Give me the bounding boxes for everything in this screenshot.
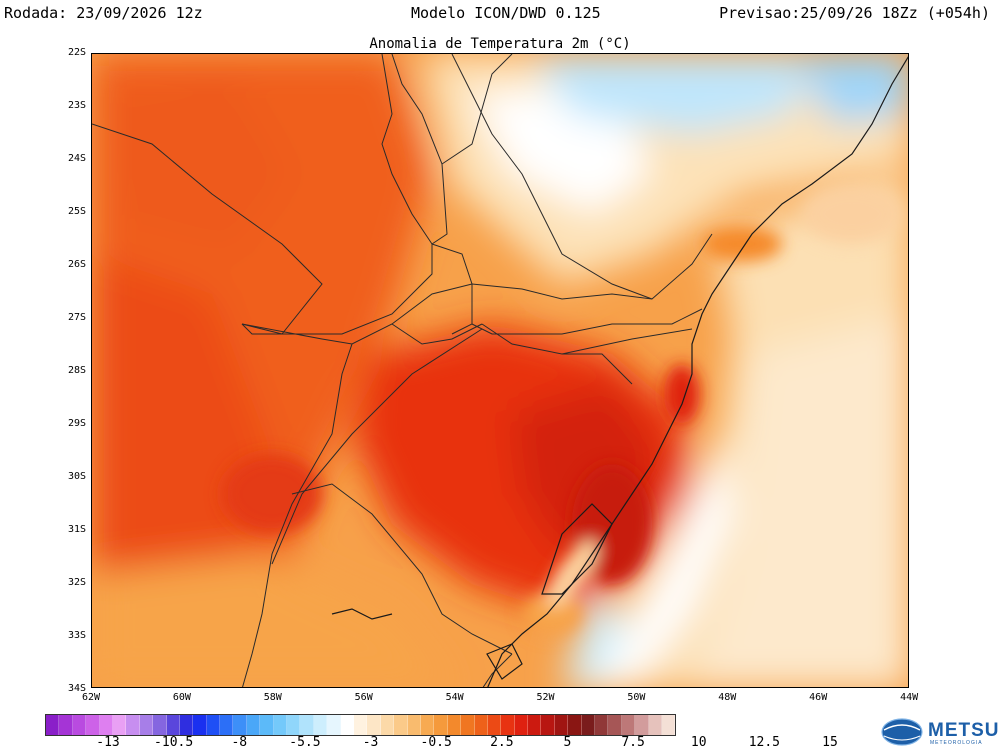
colorbar-swatch: [514, 715, 529, 735]
lat-label: 29S: [67, 418, 86, 429]
colorbar-swatch: [112, 715, 127, 735]
lat-label: 22S: [67, 47, 86, 58]
lat-label: 26S: [67, 259, 86, 270]
colorbar-swatch: [273, 715, 288, 735]
lat-label: 33S: [67, 630, 86, 641]
colorbar-tick-label: 2.5: [490, 735, 514, 750]
map-frame: [91, 53, 909, 688]
colorbar-swatch: [635, 715, 649, 735]
lat-label: 34S: [67, 683, 86, 694]
lat-label: 23S: [67, 100, 86, 111]
colorbar-swatch: [46, 715, 60, 735]
temperature-anomaly-map: [92, 54, 908, 687]
model-name: Modelo ICON/DWD 0.125: [411, 4, 601, 22]
lon-label: 48W: [718, 692, 737, 703]
colorbar-tick-label: -0.5: [420, 735, 452, 750]
colorbar-swatch: [126, 715, 140, 735]
logo-name: METSUL: [928, 720, 1000, 741]
colorbar-swatch: [153, 715, 167, 735]
colorbar-tick-label: 7.5: [621, 735, 645, 750]
forecast-time: Previsao:25/09/26 18Zz (+054h): [719, 4, 990, 22]
colorbar-tick-label: -5.5: [289, 735, 321, 750]
colorbar-swatch: [608, 715, 622, 735]
colorbar-swatch: [648, 715, 662, 735]
lon-label: 56W: [354, 692, 373, 703]
colorbar-swatch: [595, 715, 609, 735]
run-date: Rodada: 23/09/2026 12z: [4, 4, 203, 22]
colorbar-swatch: [581, 715, 596, 735]
colorbar-tick-label: -8: [231, 735, 248, 750]
colorbar-swatch: [554, 715, 569, 735]
colorbar-swatch: [380, 715, 395, 735]
coastline: [331, 56, 908, 687]
lat-label: 30S: [67, 471, 86, 482]
colorbar-swatch: [260, 715, 274, 735]
colorbar-swatch: [340, 715, 354, 735]
colorbar-swatch: [246, 715, 261, 735]
lon-label: 60W: [172, 692, 191, 703]
colorbar: [45, 714, 677, 736]
logo-subtitle: METEOROLOGIA: [930, 740, 983, 746]
colorbar-swatch: [220, 715, 234, 735]
colorbar-tick-label: 10: [690, 735, 707, 750]
colorbar-swatch: [193, 715, 207, 735]
lon-label: 44W: [900, 692, 919, 703]
colorbar-swatch: [287, 715, 301, 735]
lat-label: 28S: [67, 365, 86, 376]
colorbar-swatch: [179, 715, 194, 735]
lat-label: 24S: [67, 153, 86, 164]
colorbar-swatch: [139, 715, 154, 735]
colorbar-swatch: [327, 715, 341, 735]
colorbar-swatch: [233, 715, 247, 735]
colorbar-swatch: [394, 715, 408, 735]
lon-label: 46W: [809, 692, 828, 703]
colorbar-swatch: [434, 715, 448, 735]
lat-label: 25S: [67, 206, 86, 217]
colorbar-swatch: [461, 715, 475, 735]
colorbar-swatch: [541, 715, 555, 735]
globe-icon: [881, 718, 923, 746]
colorbar-swatch: [166, 715, 180, 735]
colorbar-swatch: [86, 715, 100, 735]
colorbar-swatch: [353, 715, 368, 735]
colorbar-swatch: [420, 715, 435, 735]
colorbar-swatch: [487, 715, 502, 735]
colorbar-swatch: [501, 715, 515, 735]
lon-label: 58W: [263, 692, 282, 703]
colorbar-tick-label: -13: [96, 735, 120, 750]
colorbar-swatch: [661, 715, 676, 735]
lon-label: 52W: [536, 692, 555, 703]
colorbar-tick-label: 12.5: [748, 735, 781, 750]
colorbar-tick-label: 15: [822, 735, 838, 750]
lat-label: 31S: [67, 524, 86, 535]
colorbar-swatch: [300, 715, 314, 735]
lon-label: 50W: [627, 692, 646, 703]
colorbar-swatch: [407, 715, 421, 735]
lon-label: 54W: [445, 692, 464, 703]
colorbar-swatch: [206, 715, 221, 735]
colorbar-swatch: [72, 715, 87, 735]
lat-label: 27S: [67, 312, 86, 323]
lon-label: 62W: [81, 692, 101, 703]
colorbar-swatch: [313, 715, 328, 735]
colorbar-swatch: [367, 715, 381, 735]
colorbar-swatch: [447, 715, 462, 735]
state-borders: [92, 54, 713, 687]
colorbar-swatch: [99, 715, 113, 735]
map-title: Anomalia de Temperatura 2m (°C): [369, 36, 631, 52]
colorbar-tick-label: 5: [563, 735, 572, 750]
colorbar-swatch: [621, 715, 636, 735]
colorbar-tick-label: -10.5: [154, 735, 194, 750]
colorbar-swatch: [568, 715, 582, 735]
anomaly-field: [92, 54, 908, 687]
colorbar-swatch: [59, 715, 73, 735]
colorbar-tick-label: -3: [362, 735, 379, 750]
colorbar-swatch: [474, 715, 488, 735]
colorbar-swatch: [528, 715, 542, 735]
lat-label: 32S: [67, 577, 86, 588]
